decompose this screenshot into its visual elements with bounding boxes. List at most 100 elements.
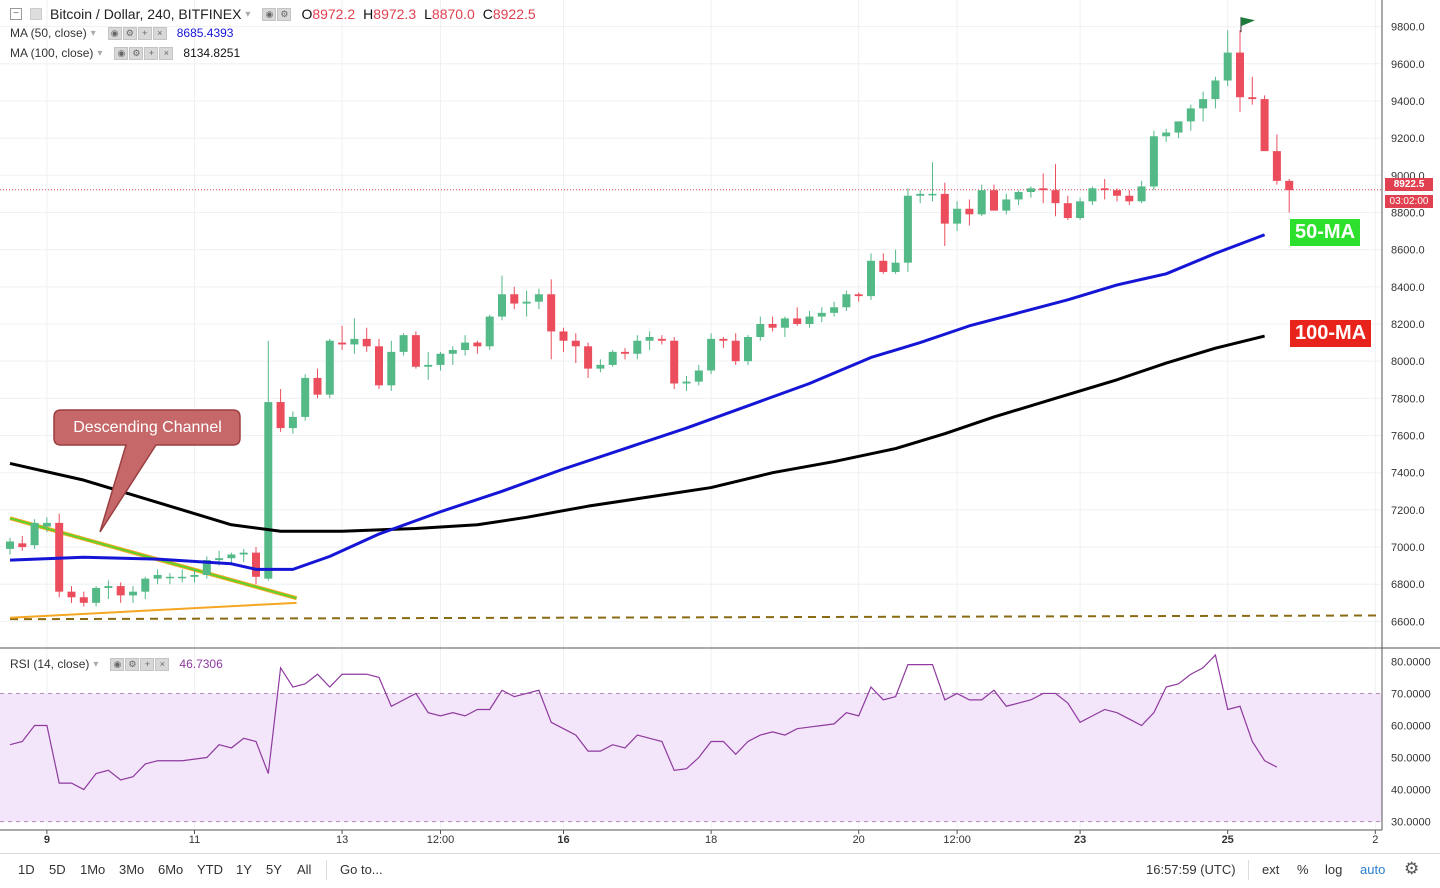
candle-down (571, 340, 580, 347)
rsi-panel: 30.0000 40.0000 50.0000 60.0000 70.0000 80.00… (0, 653, 1431, 829)
eye-icon[interactable]: ◉ (107, 26, 122, 40)
close-icon[interactable]: × (152, 26, 167, 40)
candle-up (104, 586, 113, 588)
rsi-label[interactable]: RSI (14, close) (10, 657, 90, 671)
ma100-value: 8134.8251 (183, 46, 241, 60)
percent-toggle[interactable]: % (1297, 862, 1309, 877)
candle-up (190, 574, 199, 577)
callout-bubble (53, 409, 241, 533)
candle-up (498, 294, 506, 317)
chevron-down-icon[interactable]: ▾ (93, 658, 99, 670)
ma50-line (9, 233, 1266, 571)
candle-down (793, 318, 802, 324)
ma100-line (9, 334, 1265, 533)
candle-down (338, 342, 347, 345)
goto-button[interactable]: Go to... (340, 862, 383, 877)
candle-up (215, 558, 224, 561)
collapse-icon[interactable]: − (10, 8, 22, 20)
candle-up (436, 353, 445, 365)
gear-icon[interactable]: ⚙ (1404, 859, 1420, 878)
chevron-down-icon[interactable]: ▾ (97, 47, 103, 59)
axes: 6600.0 6800.0 7000.0 7200.0 7400.0 7600.0 7800… (0, 0, 1440, 846)
plus-icon[interactable]: + (144, 46, 159, 60)
candle-down (252, 552, 260, 577)
symbol-title[interactable]: Bitcoin / Dollar, 240, BITFINEX (50, 6, 242, 22)
bottom-toolbar: 1D 5D 1Mo 3Mo 6Mo YTD 1Y 5Y All Go to...… (0, 853, 1440, 888)
candle-down (1051, 190, 1060, 204)
range-1mo[interactable]: 1Mo (80, 862, 106, 877)
candle-up (178, 576, 187, 579)
auto-toggle[interactable]: auto (1360, 862, 1386, 877)
candle-up (633, 340, 642, 354)
ma50-legend: MA (50, close) ▾ ◉ ⚙ + × 8685.4393 (10, 26, 233, 40)
ma50-label[interactable]: MA (50, close) (10, 26, 87, 40)
price-tick-label: 8200.0 (1391, 319, 1425, 331)
ma50-buttons[interactable]: ◉ ⚙ + × (107, 26, 167, 40)
price-tick-label: 6800.0 (1391, 579, 1425, 591)
last-price-label: 8922.5 (1385, 178, 1433, 191)
candle-down (559, 331, 568, 341)
rsi-tick-label: 50.0000 (1391, 753, 1431, 765)
chevron-down-icon[interactable]: ▾ (90, 27, 96, 39)
descending-channel-callout[interactable]: Descending Channel (73, 419, 222, 436)
support-dashed-line (9, 614, 1383, 621)
eye-icon[interactable]: ◉ (110, 657, 125, 671)
range-5d[interactable]: 5D (49, 862, 66, 877)
chart-area[interactable]: 30.0000 40.0000 50.0000 60.0000 70.0000 80.00… (0, 0, 1440, 853)
candle-up (756, 324, 765, 338)
candle-up (461, 342, 470, 351)
candle-down (473, 342, 482, 347)
settings-icon[interactable]: ⚙ (125, 657, 140, 671)
plus-icon[interactable]: + (137, 26, 152, 40)
ohlc-close: 8922.5 (492, 6, 536, 22)
eye-icon[interactable]: ◉ (114, 46, 129, 60)
candle-up (608, 351, 617, 365)
candle-down (313, 377, 322, 395)
candle-up (202, 560, 211, 575)
candle-up (534, 294, 543, 302)
candle-up (953, 208, 962, 224)
candle-down (79, 597, 88, 603)
settings-icon[interactable]: ⚙ (277, 7, 292, 21)
candle-down (362, 338, 371, 347)
utc-clock[interactable]: 16:57:59 (UTC) (1146, 862, 1236, 877)
range-1y[interactable]: 1Y (236, 862, 252, 877)
ext-toggle[interactable]: ext (1262, 862, 1280, 877)
eye-icon[interactable]: ◉ (262, 7, 277, 21)
candles (6, 17, 1294, 607)
symbol-flag-icon (30, 8, 42, 20)
candle-up (1223, 52, 1232, 81)
candle-down (940, 193, 949, 224)
price-tick-label: 7200.0 (1391, 505, 1425, 517)
rsi-buttons[interactable]: ◉ ⚙ + × (110, 657, 170, 671)
plus-icon[interactable]: + (140, 657, 155, 671)
log-toggle[interactable]: log (1325, 862, 1343, 877)
close-icon[interactable]: × (155, 657, 170, 671)
ohlc-low: 8870.0 (431, 6, 475, 22)
legend-buttons[interactable]: ◉ ⚙ (262, 7, 292, 21)
candle-up (817, 312, 826, 317)
ma100-label[interactable]: MA (100, close) (10, 46, 94, 60)
range-1d[interactable]: 1D (18, 862, 35, 877)
settings-icon[interactable]: ⚙ (129, 46, 144, 60)
candle-up (153, 574, 162, 579)
ma100-buttons[interactable]: ◉ ⚙ + × (114, 46, 174, 60)
candle-up (92, 587, 101, 603)
price-tick-label: 9200.0 (1391, 133, 1425, 145)
close-icon[interactable]: × (159, 46, 174, 60)
settings-icon[interactable]: ⚙ (122, 26, 137, 40)
rsi-tick-label: 80.0000 (1391, 656, 1431, 668)
range-5y[interactable]: 5Y (266, 862, 282, 877)
time-tick-label: 18 (705, 834, 717, 846)
chevron-down-icon[interactable]: ▾ (245, 8, 251, 20)
price-tick-label: 9400.0 (1391, 96, 1425, 108)
candle-down (965, 208, 974, 215)
range-6mo[interactable]: 6Mo (158, 862, 184, 877)
range-3mo[interactable]: 3Mo (119, 862, 145, 877)
candle-up (682, 381, 691, 384)
flag-icon (1241, 17, 1255, 27)
rsi-tick-label: 40.0000 (1391, 785, 1431, 797)
range-all[interactable]: All (297, 862, 312, 877)
range-ytd[interactable]: YTD (197, 862, 223, 877)
price-tick-label: 7000.0 (1391, 542, 1425, 554)
